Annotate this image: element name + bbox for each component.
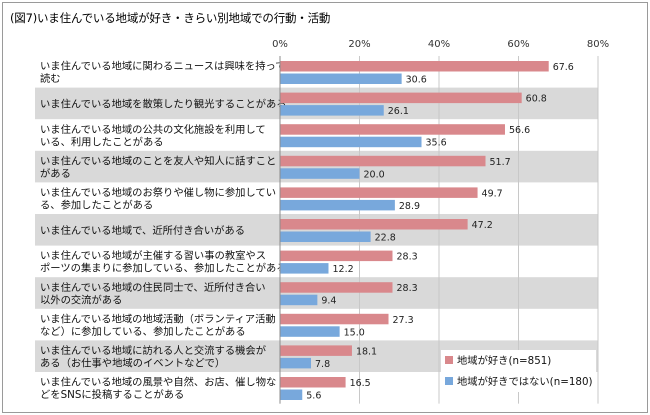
bar-dislike (280, 326, 340, 337)
data-label: 51.7 (490, 157, 511, 168)
category-label: いま住んでいる地域の公共の文化施設を利用して (40, 123, 266, 136)
category-label: など）に参加している、参加したことがある (40, 325, 246, 338)
data-label: 26.1 (388, 106, 409, 117)
legend-swatch (445, 377, 453, 385)
data-label: 30.6 (406, 75, 427, 86)
data-label: 47.2 (472, 220, 493, 231)
category-label: ある（お仕事や地域のイベントなどで） (40, 356, 225, 369)
legend-label: 地域が好き(n=851) (457, 354, 551, 367)
bar-like (280, 377, 346, 388)
data-label: 18.1 (356, 346, 377, 357)
bar-dislike (280, 294, 318, 306)
bar-dislike (280, 73, 402, 84)
data-label: 16.5 (350, 378, 371, 389)
bar-dislike (280, 357, 312, 369)
data-label: 67.6 (553, 62, 574, 73)
category-label: いま住んでいる地域に訪れる人と交流する機会が (40, 344, 267, 357)
data-label: 15.0 (344, 327, 365, 338)
category-label: どをSNSに投稿することがある (40, 388, 184, 401)
category-label: 以外の交流がある (40, 293, 122, 306)
data-label: 5.6 (306, 391, 321, 402)
bar-dislike (280, 136, 422, 148)
bar-dislike (280, 105, 384, 116)
legend-swatch (445, 356, 453, 364)
category-label: 読む (40, 72, 61, 85)
category-label: いま住んでいる地域のことを友人や知人に話すこと (40, 154, 276, 167)
x-tick-label: 40% (428, 39, 450, 50)
category-label: る、参加したことがある (40, 198, 153, 211)
category-label: がある (40, 167, 71, 180)
data-label: 56.6 (509, 125, 530, 136)
bar-like (280, 219, 468, 230)
bar-like (280, 61, 549, 72)
category-label: いま住んでいる地域に関わるニュースは興味を持って (40, 60, 286, 73)
legend-label: 地域が好きではない(n=180) (457, 375, 593, 388)
category-label: いま住んでいる地域のお祭りや催し物に参加してい (40, 186, 276, 199)
data-label: 60.8 (526, 94, 547, 105)
bar-like (280, 313, 389, 325)
category-label: ポーツの集まりに参加している、参加したことがある (40, 262, 287, 275)
bar-like (280, 155, 486, 167)
bar-like (280, 282, 393, 293)
legend-box (441, 350, 596, 392)
x-tick-label: 0% (272, 39, 288, 50)
bar-like (280, 250, 393, 262)
data-label: 35.6 (426, 138, 447, 149)
category-label: いま住んでいる地域の地域活動（ボランティア活動 (40, 312, 276, 325)
data-label: 27.3 (393, 315, 414, 326)
bar-dislike (280, 263, 329, 274)
chart-title: (図7)いま住んでいる地域が好き・きらい別地域での行動・活動 (10, 11, 331, 25)
category-label: いま住んでいる地域の住民同士で、近所付き合い (40, 281, 266, 294)
category-label: いま住んでいる地域で、近所付き合いがある (40, 224, 245, 237)
bar-dislike (280, 389, 303, 400)
bar-dislike (280, 231, 371, 242)
bar-dislike (280, 199, 395, 211)
bar-like (280, 345, 352, 356)
category-label: いる、利用したことがある (40, 135, 164, 148)
bar-like (280, 187, 478, 198)
category-label: いま住んでいる地域の風景や自然、お店、催し物な (40, 376, 276, 389)
category-label: いま住んでいる地域が主催する習い事の教室やス (40, 249, 266, 262)
data-label: 49.7 (482, 188, 503, 199)
data-label: 28.3 (396, 252, 417, 263)
data-label: 12.2 (332, 264, 353, 275)
x-tick-label: 20% (348, 39, 370, 50)
data-label: 28.9 (399, 201, 420, 212)
bar-dislike (280, 168, 360, 179)
data-label: 28.3 (396, 283, 417, 294)
data-label: 22.8 (375, 233, 396, 244)
x-tick-label: 80% (587, 39, 609, 50)
category-label: いま住んでいる地域を散策したり観光することがある (40, 97, 287, 110)
bar-like (280, 92, 522, 104)
data-label: 7.8 (315, 359, 330, 370)
x-tick-label: 60% (507, 39, 529, 50)
bar-like (280, 124, 505, 135)
data-label: 20.0 (364, 169, 385, 180)
data-label: 9.4 (321, 296, 336, 307)
